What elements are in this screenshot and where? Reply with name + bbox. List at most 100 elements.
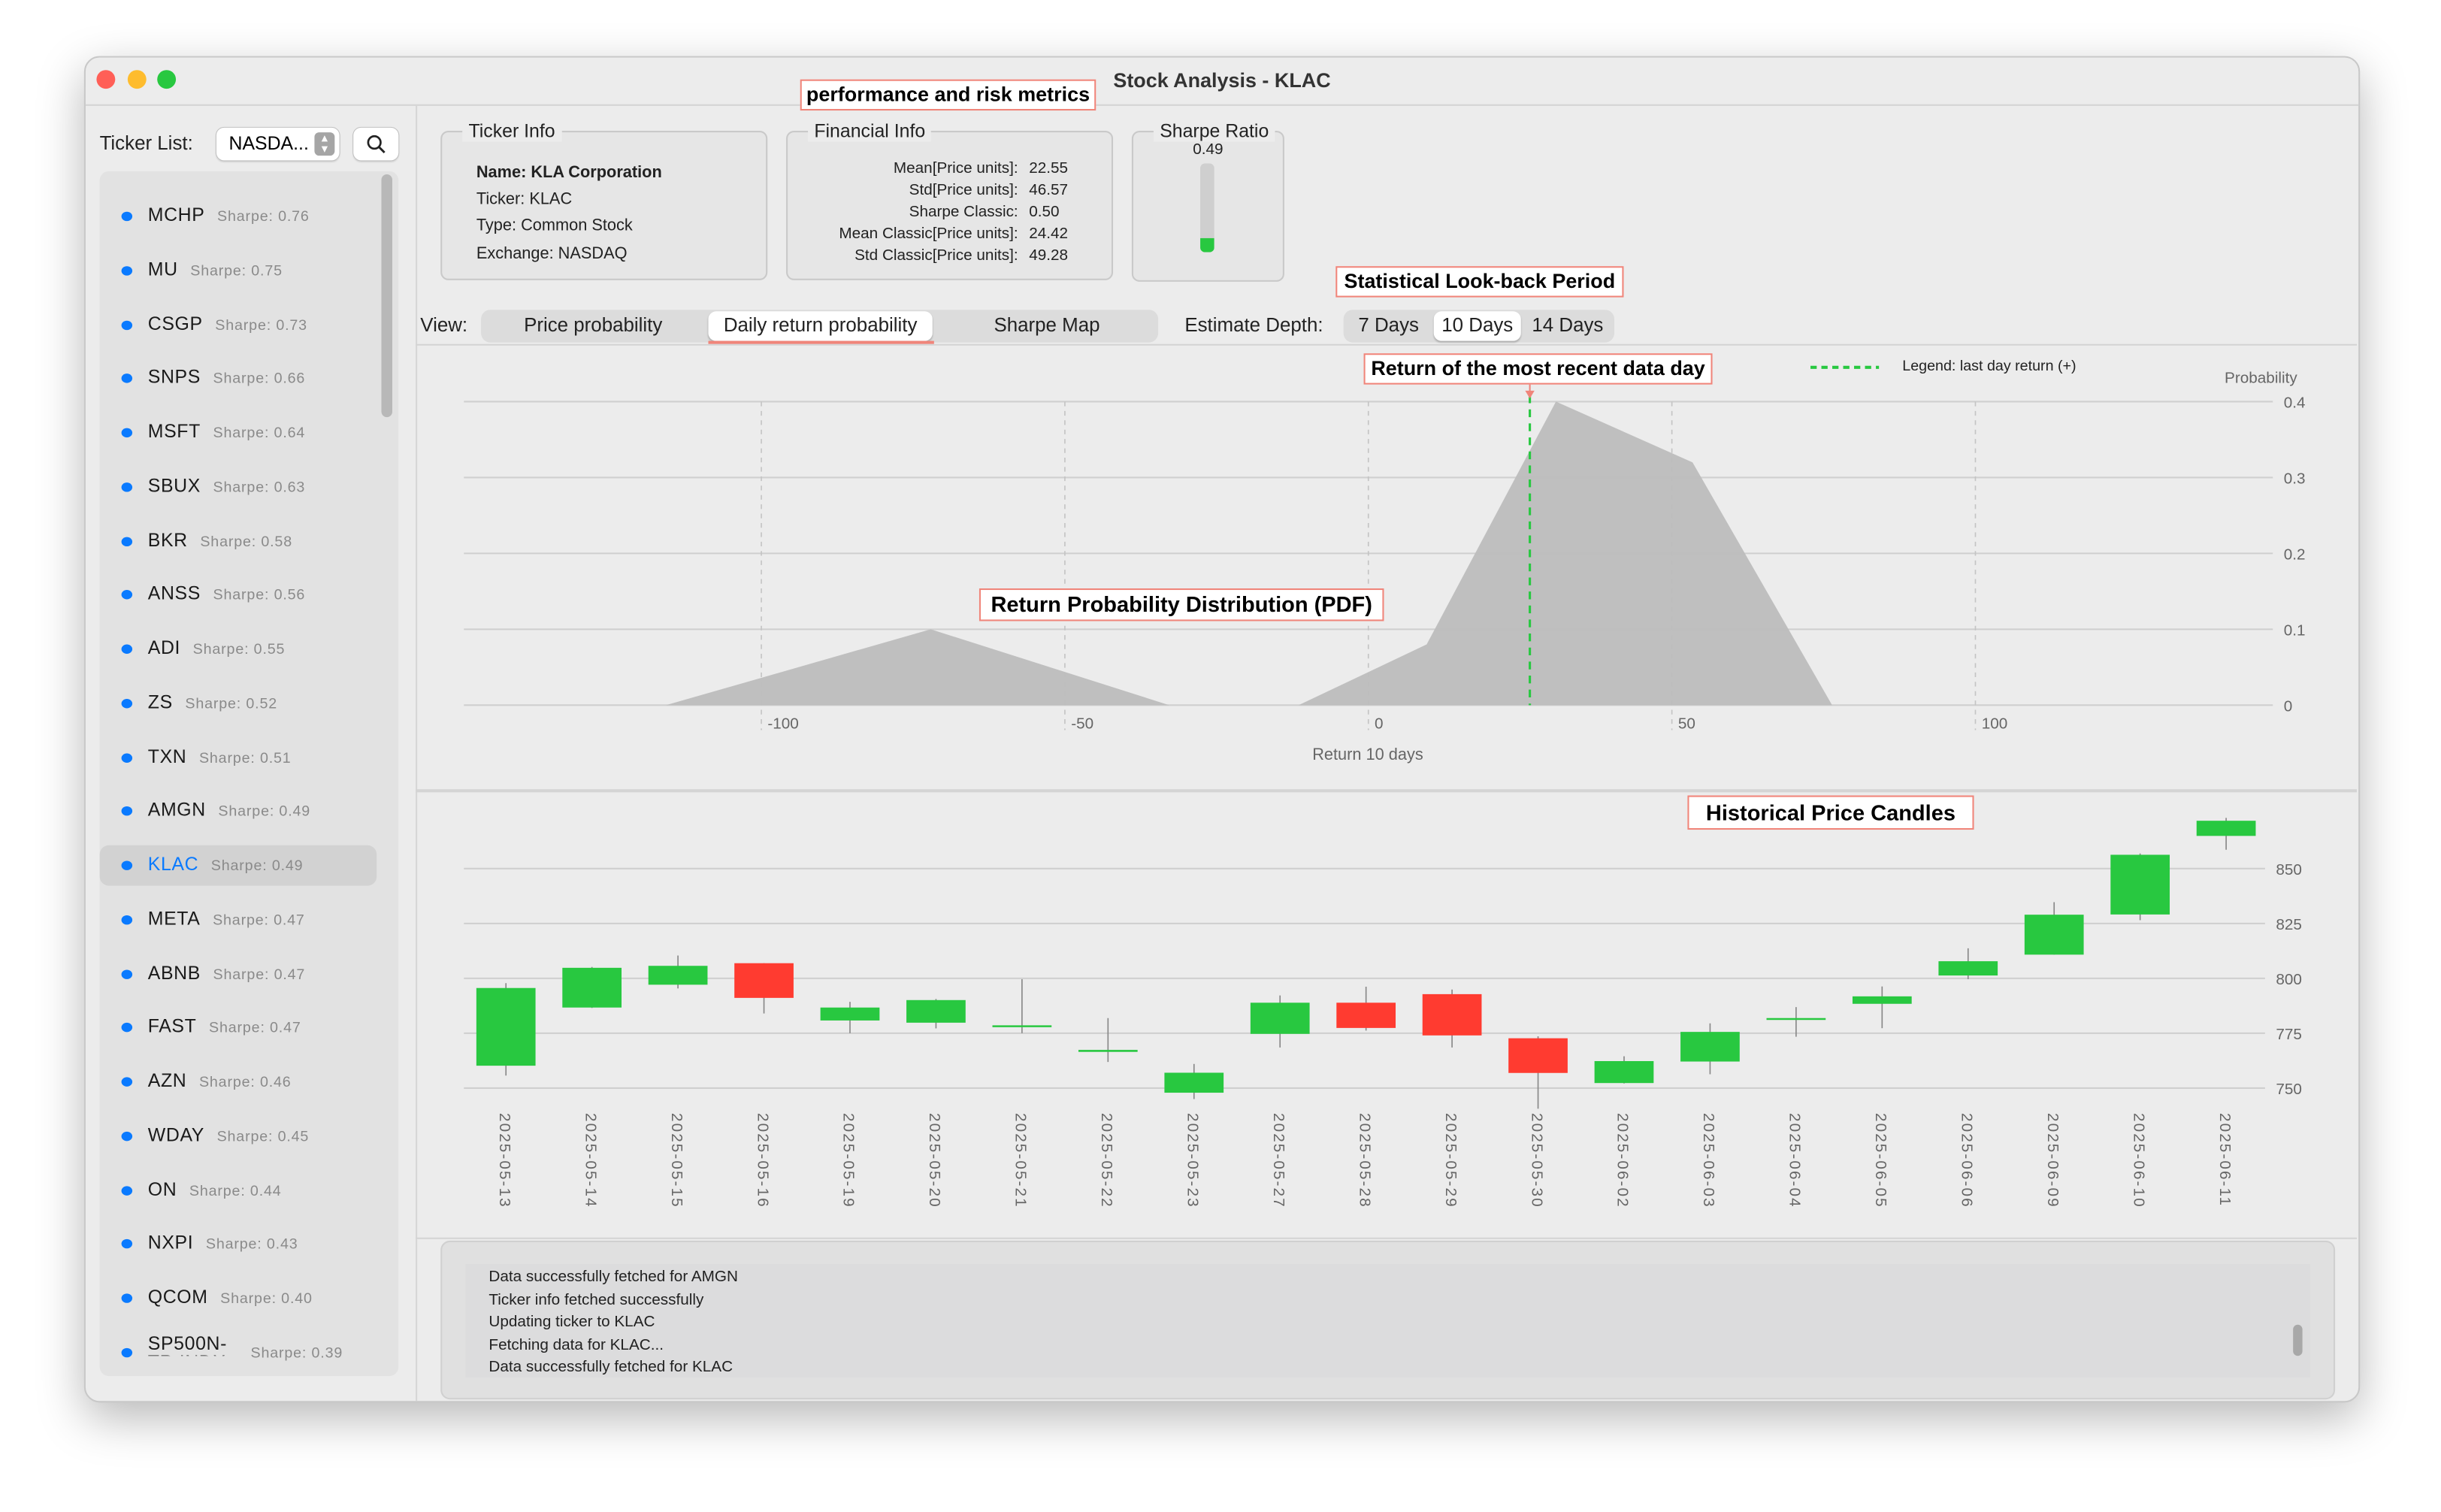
sharpe-ratio-title: Sharpe Ratio [1153,119,1275,142]
ticker-name: BKR [147,528,188,551]
candle-body [648,966,708,985]
log-scrollbar[interactable] [2293,1324,2303,1356]
ticker-list[interactable]: MCHP Sharpe: 0.76 MU Sharpe: 0.75 CSGP Sharpe… [99,171,399,1377]
ticker-list-item[interactable]: ABNB Sharpe: 0.47 [100,954,377,994]
log-line: Data successfully fetched for AMGN [489,1269,739,1286]
ticker-list-item[interactable]: MCHP Sharpe: 0.76 [100,196,377,237]
ticker-list-item[interactable]: SP500N-TR.INDX Sharpe: 0.39 [100,1332,377,1373]
candle-body [906,999,966,1023]
candle-body [476,987,536,1066]
sharpe-value: Sharpe: 0.47 [213,912,305,930]
candle-body [1508,1038,1568,1073]
zoom-window-button[interactable] [157,70,177,89]
candle-date-label: 2025-06-03 [1700,1113,1717,1208]
ticker-list-item[interactable]: QCOM Sharpe: 0.40 [100,1278,377,1319]
financial-metric-value: 49.28 [1029,247,1069,265]
tab-daily-return-probability[interactable]: Daily return probability [708,311,933,341]
sharpe-value: Sharpe: 0.64 [213,425,306,443]
candle-date-label: 2025-05-23 [1184,1113,1201,1208]
sharpe-value: Sharpe: 0.52 [185,695,278,713]
ticker-exchange: Exchange: NASDAQ [476,244,628,264]
bullet-icon [121,211,133,222]
tab-sharpe-map[interactable]: Sharpe Map [994,314,1100,337]
ticker-list-item[interactable]: MSFT Sharpe: 0.64 [100,413,377,453]
pdf-y-tick-label: 0.4 [2284,395,2306,412]
ticker-symbol: KLAC Sharpe: 0.49 [148,853,304,875]
ticker-list-item[interactable]: ON Sharpe: 0.44 [100,1170,377,1211]
candle-y-tick-label: 800 [2276,971,2302,988]
candle-date-label: 2025-06-05 [1872,1113,1889,1208]
ticker-symbol: MCHP Sharpe: 0.76 [148,204,310,225]
exchange-select[interactable]: NASDA... ▴ ▾ [216,127,340,161]
pdf-y-tick-label: 0.1 [2284,622,2306,640]
ticker-symbol: ON Sharpe: 0.44 [148,1178,282,1199]
ticker-name: MU [147,258,178,280]
sharpe-ratio-bar-fill [1200,237,1214,253]
candle-date-label: 2025-05-29 [1442,1113,1459,1208]
candle-body [2196,821,2256,836]
sharpe-value: Sharpe: 0.51 [198,749,292,767]
ticker-list-scrollbar[interactable] [381,174,392,418]
ticker-list-item[interactable]: NXPI Sharpe: 0.43 [100,1224,377,1265]
candle-date-label: 2025-05-30 [1528,1113,1545,1208]
bullet-icon [121,1023,133,1033]
sharpe-value: Sharpe: 0.75 [190,262,283,280]
candle-date-label: 2025-05-28 [1356,1113,1373,1208]
ticker-list-item[interactable]: ADI Sharpe: 0.55 [100,629,377,670]
log-line: Updating ticker to KLAC [489,1314,655,1332]
annotation-pdf: Return Probability Distribution (PDF) [979,588,1384,621]
depth-option-10-days[interactable]: 10 Days [1433,311,1521,341]
pdf-x-tick-label: 0 [1375,715,1384,732]
candle-body [1336,1002,1396,1028]
ticker-name: META [147,907,201,930]
ticker-list-label: Ticker List: [99,132,193,155]
candle-body [992,1025,1052,1027]
ticker-list-item[interactable]: WDAY Sharpe: 0.45 [100,1116,377,1157]
ticker-list-item[interactable]: SBUX Sharpe: 0.63 [100,467,377,507]
ticker-list-item[interactable]: AZN Sharpe: 0.46 [100,1062,377,1102]
ticker-symbol: ZS Sharpe: 0.52 [148,691,277,712]
ticker-list-item[interactable]: META Sharpe: 0.47 [100,900,377,940]
ticker-list-item[interactable]: CSGP Sharpe: 0.73 [100,304,377,345]
tab-price-probability[interactable]: Price probability [524,314,663,337]
bullet-icon [121,1347,133,1357]
ticker-list-item[interactable]: MU Sharpe: 0.75 [100,250,377,291]
bullet-icon [121,1293,133,1303]
estimate-depth-label: Estimate Depth: [1184,314,1323,337]
ticker-name: CSGP [147,312,203,334]
ticker-list-item[interactable]: BKR Sharpe: 0.58 [100,521,377,561]
candle-body [562,967,622,1008]
close-window-button[interactable] [96,70,116,89]
title-bar: Stock Analysis - KLAC [85,57,2359,106]
candle-y-tick-label: 850 [2276,861,2302,878]
pdf-x-tick-label: -50 [1071,715,1093,732]
ticker-list-item[interactable]: ZS Sharpe: 0.52 [100,683,377,724]
ticker-name: ZS [147,691,173,713]
ticker-list-item[interactable]: TXN Sharpe: 0.51 [100,737,377,778]
depth-option-14-days[interactable]: 14 Days [1532,314,1604,337]
ticker-list-item[interactable]: FAST Sharpe: 0.47 [100,1008,377,1048]
divider [416,1237,2358,1239]
ticker-list-item[interactable]: AMGN Sharpe: 0.49 [100,791,377,832]
candle-date-label: 2025-06-11 [2216,1113,2234,1207]
ticker-list-item[interactable]: SNPS Sharpe: 0.66 [100,358,377,399]
ticker-info-title: Ticker Info [462,119,561,142]
sharpe-value: Sharpe: 0.43 [205,1236,298,1253]
candle-date-label: 2025-05-27 [1270,1113,1287,1208]
ticker-symbol: AZN Sharpe: 0.46 [148,1069,292,1091]
ticker-name: MCHP [147,204,205,226]
candle-date-label: 2025-05-15 [668,1113,685,1208]
candle-date-label: 2025-05-21 [1012,1113,1030,1208]
ticker-list-item[interactable]: KLAC Sharpe: 0.49 [99,845,377,886]
ticker-symbol: Ticker: KLAC [476,189,573,209]
depth-option-7-days[interactable]: 7 Days [1358,314,1419,337]
divider [416,789,2358,793]
minimize-window-button[interactable] [127,70,147,89]
sharpe-value: Sharpe: 0.44 [189,1182,282,1200]
ticker-list-item[interactable]: ANSS Sharpe: 0.56 [100,575,377,615]
log-text-area[interactable]: Data successfully fetched for AMGN Ticker… [465,1263,2310,1378]
search-button[interactable] [353,127,399,161]
ticker-name: WDAY [147,1123,205,1146]
candle-body [820,1007,880,1021]
sharpe-value: Sharpe: 0.55 [192,641,286,659]
